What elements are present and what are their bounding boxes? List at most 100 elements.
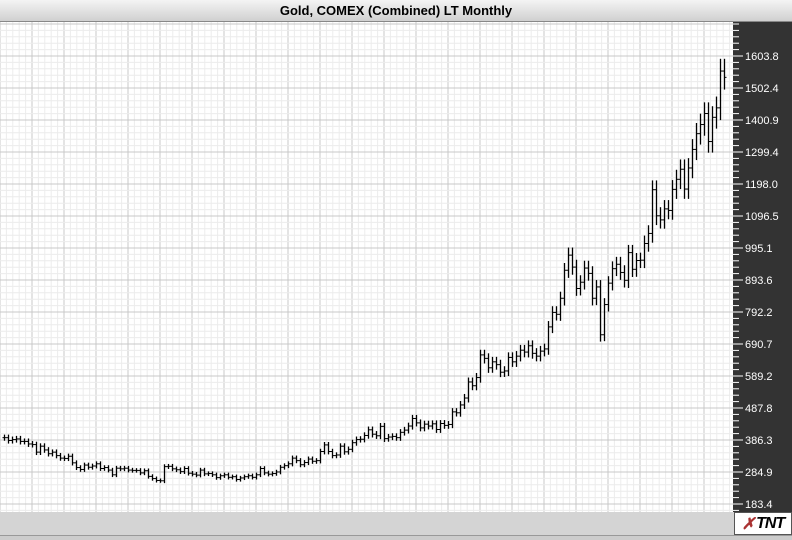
ohlc-bar bbox=[674, 169, 679, 199]
y-tick-label: 995.1 bbox=[745, 243, 773, 255]
ohlc-bar bbox=[454, 408, 459, 417]
ohlc-bar bbox=[678, 159, 683, 190]
ohlc-bar bbox=[486, 353, 491, 373]
ohlc-bar bbox=[90, 463, 95, 470]
ohlc-bar bbox=[62, 455, 67, 462]
ohlc-bar bbox=[562, 262, 567, 306]
ohlc-bar bbox=[566, 247, 571, 278]
y-tick-label: 487.8 bbox=[745, 403, 773, 415]
ohlc-bar bbox=[582, 260, 587, 290]
ohlc-bar bbox=[626, 244, 631, 289]
ohlc-bar bbox=[722, 58, 727, 90]
ohlc-bar bbox=[222, 472, 227, 478]
ohlc-bar bbox=[438, 420, 443, 433]
ohlc-bar bbox=[30, 441, 35, 448]
ohlc-bar bbox=[166, 463, 171, 469]
y-tick-label: 1400.9 bbox=[745, 115, 779, 127]
ohlc-bar bbox=[610, 261, 615, 291]
y-axis-panel bbox=[733, 22, 792, 512]
y-tick-label: 690.7 bbox=[745, 339, 773, 351]
ohlc-bar bbox=[350, 439, 355, 453]
ohlc-bar bbox=[98, 461, 103, 471]
ohlc-bar bbox=[354, 436, 359, 446]
tnt-logo: ✗ TNT bbox=[734, 512, 792, 535]
ohlc-bar bbox=[662, 200, 667, 229]
ohlc-bar bbox=[586, 260, 591, 281]
ohlc-bar bbox=[306, 456, 311, 466]
ohlc-bar bbox=[634, 252, 639, 277]
ohlc-bar bbox=[598, 280, 603, 342]
ohlc-bar bbox=[278, 464, 283, 475]
ohlc-bar bbox=[310, 456, 315, 464]
ohlc-bar bbox=[270, 471, 275, 477]
ohlc-bar bbox=[198, 467, 203, 478]
ohlc-bar bbox=[558, 291, 563, 321]
y-tick-label: 1198.0 bbox=[745, 179, 778, 191]
ohlc-bar bbox=[602, 298, 607, 342]
ohlc-bar bbox=[238, 475, 243, 482]
ohlc-bar bbox=[386, 433, 391, 442]
ohlc-bar bbox=[370, 426, 375, 438]
ohlc-bar bbox=[718, 58, 723, 121]
ohlc-bar bbox=[638, 252, 643, 269]
ohlc-bar bbox=[710, 106, 715, 153]
ohlc-bar bbox=[138, 468, 143, 476]
ohlc-bar bbox=[174, 466, 179, 473]
ohlc-bar bbox=[194, 472, 199, 478]
ohlc-bar bbox=[538, 345, 543, 362]
ohlc-bar bbox=[434, 420, 439, 433]
ohlc-bar bbox=[74, 460, 79, 471]
ohlc-bar bbox=[206, 471, 211, 477]
ohlc-bar bbox=[242, 474, 247, 481]
ohlc-bar bbox=[574, 259, 579, 296]
y-tick-label: 893.6 bbox=[745, 275, 773, 287]
ohlc-bar bbox=[70, 453, 75, 466]
ohlc-bar bbox=[214, 472, 219, 480]
ohlc-bar bbox=[618, 256, 623, 280]
ohlc-bar bbox=[146, 468, 151, 479]
ohlc-bar bbox=[694, 122, 699, 161]
ohlc-bar bbox=[66, 453, 71, 462]
ohlc-bar bbox=[150, 474, 155, 481]
ohlc-bar bbox=[478, 349, 483, 383]
ohlc-bar bbox=[102, 465, 107, 471]
ohlc-bar bbox=[462, 393, 467, 410]
ohlc-bar bbox=[314, 458, 319, 464]
ohlc-bar bbox=[230, 474, 235, 480]
ohlc-bar bbox=[342, 443, 347, 455]
ohlc-bar bbox=[446, 421, 451, 429]
ohlc-bar bbox=[250, 473, 255, 480]
ohlc-bar bbox=[414, 414, 419, 427]
ohlc-bar bbox=[38, 443, 43, 456]
ohlc-bar bbox=[182, 466, 187, 474]
ohlc-bar bbox=[686, 158, 691, 199]
ohlc-bar bbox=[526, 340, 531, 358]
ohlc-bar bbox=[418, 419, 423, 432]
ohlc-bar bbox=[262, 466, 267, 476]
ohlc-bar bbox=[162, 464, 167, 484]
ohlc-bar bbox=[266, 470, 271, 477]
ohlc-bar bbox=[666, 200, 671, 220]
ohlc-bar bbox=[382, 422, 387, 442]
ohlc-bar bbox=[154, 476, 159, 483]
ohlc-bar bbox=[50, 449, 55, 457]
ohlc-bar bbox=[186, 466, 191, 476]
y-tick-label: 183.4 bbox=[745, 499, 773, 511]
ohlc-bar bbox=[290, 455, 295, 467]
ohlc-bar bbox=[234, 474, 239, 482]
ohlc-bar bbox=[334, 452, 339, 459]
ohlc-bar bbox=[530, 340, 535, 359]
ohlc-bar bbox=[346, 446, 351, 455]
price-chart[interactable]: 1603.8 1502.4 1400.9 1299.4 1198.0 1096.5 995.… bbox=[0, 22, 792, 512]
ohlc-bar bbox=[470, 377, 475, 391]
ohlc-bar bbox=[142, 468, 147, 476]
y-tick-label: 1299.4 bbox=[745, 147, 779, 159]
ohlc-bar bbox=[34, 441, 39, 456]
ohlc-bar bbox=[554, 306, 559, 321]
ohlc-bar bbox=[374, 431, 379, 439]
y-tick-label: 589.2 bbox=[745, 371, 773, 383]
ohlc-bar bbox=[398, 429, 403, 441]
ohlc-bar bbox=[366, 426, 371, 439]
ohlc-bar bbox=[422, 420, 427, 432]
ohlc-bar bbox=[218, 473, 223, 480]
